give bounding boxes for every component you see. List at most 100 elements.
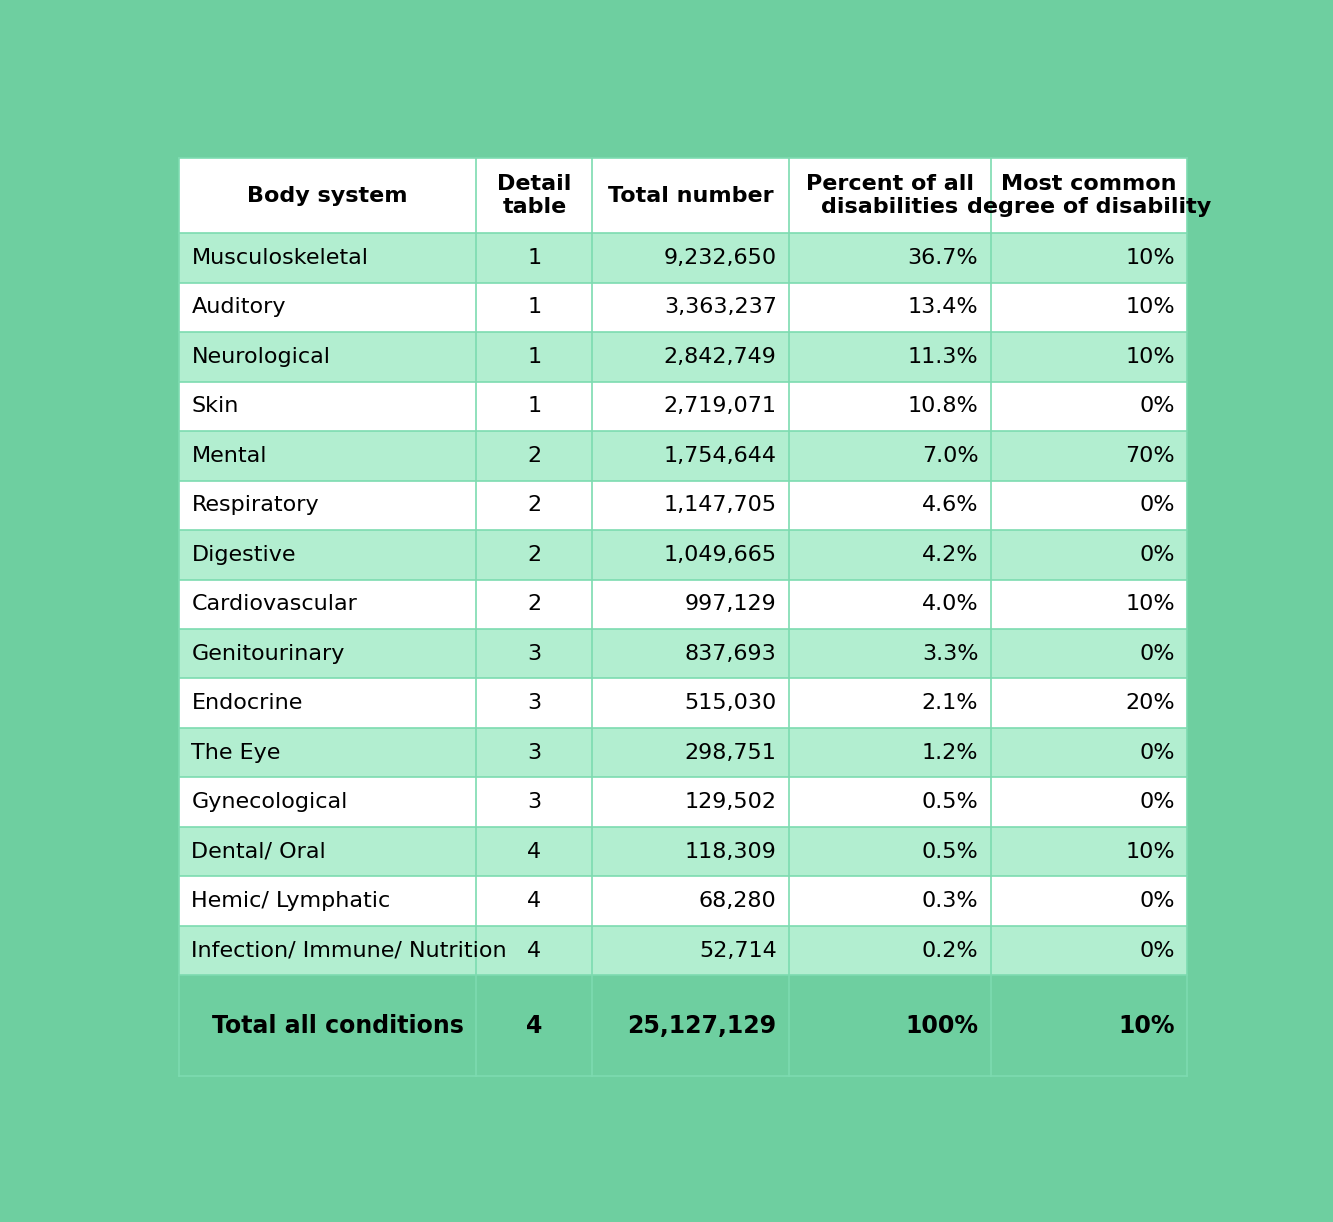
Text: Total number: Total number <box>608 186 773 205</box>
Text: Most common
degree of disability: Most common degree of disability <box>966 174 1212 218</box>
Text: 837,693: 837,693 <box>685 644 777 664</box>
Text: 1: 1 <box>528 297 541 318</box>
Text: 11.3%: 11.3% <box>908 347 978 367</box>
Text: 4: 4 <box>528 941 541 960</box>
Text: 52,714: 52,714 <box>698 941 777 960</box>
Text: Percent of all
disabilities: Percent of all disabilities <box>806 174 974 218</box>
Bar <box>179 431 1188 480</box>
Text: 3: 3 <box>528 693 541 714</box>
Text: 0%: 0% <box>1140 495 1174 516</box>
Text: 3: 3 <box>528 644 541 664</box>
Bar <box>179 480 1188 530</box>
Text: The Eye: The Eye <box>192 743 281 763</box>
Text: 4: 4 <box>527 1014 543 1037</box>
Text: 0%: 0% <box>1140 644 1174 664</box>
Text: Respiratory: Respiratory <box>192 495 319 516</box>
Bar <box>179 876 1188 926</box>
Text: Infection/ Immune/ Nutrition: Infection/ Immune/ Nutrition <box>192 941 507 960</box>
Text: 10%: 10% <box>1118 1014 1174 1037</box>
Text: Cardiovascular: Cardiovascular <box>192 594 357 615</box>
Text: 0%: 0% <box>1140 941 1174 960</box>
Text: 10%: 10% <box>1125 297 1174 318</box>
Text: 997,129: 997,129 <box>685 594 777 615</box>
Text: Mental: Mental <box>192 446 267 466</box>
Text: Skin: Skin <box>192 396 239 417</box>
Text: 3: 3 <box>528 792 541 813</box>
Text: 0.5%: 0.5% <box>921 792 978 813</box>
Text: 10%: 10% <box>1125 347 1174 367</box>
Text: Gynecological: Gynecological <box>192 792 348 813</box>
Text: 0%: 0% <box>1140 891 1174 912</box>
Text: 4.0%: 4.0% <box>921 594 978 615</box>
Text: 7.0%: 7.0% <box>921 446 978 466</box>
Text: 3: 3 <box>528 743 541 763</box>
Text: 298,751: 298,751 <box>685 743 777 763</box>
Text: 2: 2 <box>528 594 541 615</box>
Text: Auditory: Auditory <box>192 297 285 318</box>
Text: 2,842,749: 2,842,749 <box>664 347 777 367</box>
Text: 0%: 0% <box>1140 743 1174 763</box>
Text: 1.2%: 1.2% <box>922 743 978 763</box>
Text: 0.3%: 0.3% <box>921 891 978 912</box>
Text: 68,280: 68,280 <box>698 891 777 912</box>
Text: 10.8%: 10.8% <box>908 396 978 417</box>
Text: 20%: 20% <box>1125 693 1174 714</box>
Text: 118,309: 118,309 <box>685 842 777 862</box>
Text: Body system: Body system <box>248 186 408 205</box>
Text: Musculoskeletal: Musculoskeletal <box>192 248 368 268</box>
Bar <box>179 629 1188 678</box>
Text: 1: 1 <box>528 347 541 367</box>
Bar <box>179 530 1188 579</box>
Text: 1,147,705: 1,147,705 <box>664 495 777 516</box>
Text: 1,049,665: 1,049,665 <box>664 545 777 565</box>
Text: Endocrine: Endocrine <box>192 693 303 714</box>
Text: 13.4%: 13.4% <box>908 297 978 318</box>
Text: Genitourinary: Genitourinary <box>192 644 345 664</box>
Bar <box>179 777 1188 827</box>
Text: 4: 4 <box>528 891 541 912</box>
Text: 3,363,237: 3,363,237 <box>664 297 777 318</box>
Text: 1,754,644: 1,754,644 <box>664 446 777 466</box>
Text: Digestive: Digestive <box>192 545 296 565</box>
Bar <box>179 381 1188 431</box>
Text: 2.1%: 2.1% <box>922 693 978 714</box>
Bar <box>179 827 1188 876</box>
Text: 0.5%: 0.5% <box>921 842 978 862</box>
Bar <box>179 158 1188 233</box>
Text: Dental/ Oral: Dental/ Oral <box>192 842 327 862</box>
Text: 36.7%: 36.7% <box>908 248 978 268</box>
Text: Detail
table: Detail table <box>497 174 572 218</box>
Text: 0%: 0% <box>1140 396 1174 417</box>
Bar <box>179 282 1188 332</box>
Text: 515,030: 515,030 <box>684 693 777 714</box>
Text: 0.2%: 0.2% <box>921 941 978 960</box>
Text: 25,127,129: 25,127,129 <box>628 1014 777 1037</box>
Text: 0%: 0% <box>1140 545 1174 565</box>
Text: 4: 4 <box>528 842 541 862</box>
Bar <box>179 579 1188 629</box>
Text: 3.3%: 3.3% <box>922 644 978 664</box>
Bar <box>179 332 1188 381</box>
Text: Hemic/ Lymphatic: Hemic/ Lymphatic <box>192 891 391 912</box>
Text: 2: 2 <box>528 495 541 516</box>
Text: 4.2%: 4.2% <box>922 545 978 565</box>
Text: 2,719,071: 2,719,071 <box>664 396 777 417</box>
Text: 129,502: 129,502 <box>685 792 777 813</box>
Text: 9,232,650: 9,232,650 <box>664 248 777 268</box>
Text: Total all conditions: Total all conditions <box>212 1014 464 1037</box>
Bar <box>179 233 1188 282</box>
Bar <box>179 728 1188 777</box>
Text: Neurological: Neurological <box>192 347 331 367</box>
Text: 2: 2 <box>528 446 541 466</box>
Text: 0%: 0% <box>1140 792 1174 813</box>
Text: 10%: 10% <box>1125 842 1174 862</box>
Text: 2: 2 <box>528 545 541 565</box>
Text: 70%: 70% <box>1125 446 1174 466</box>
Text: 4.6%: 4.6% <box>922 495 978 516</box>
Bar <box>179 678 1188 728</box>
Text: 10%: 10% <box>1125 594 1174 615</box>
Text: 1: 1 <box>528 248 541 268</box>
Bar <box>179 926 1188 975</box>
Bar <box>179 975 1188 1077</box>
Text: 100%: 100% <box>905 1014 978 1037</box>
